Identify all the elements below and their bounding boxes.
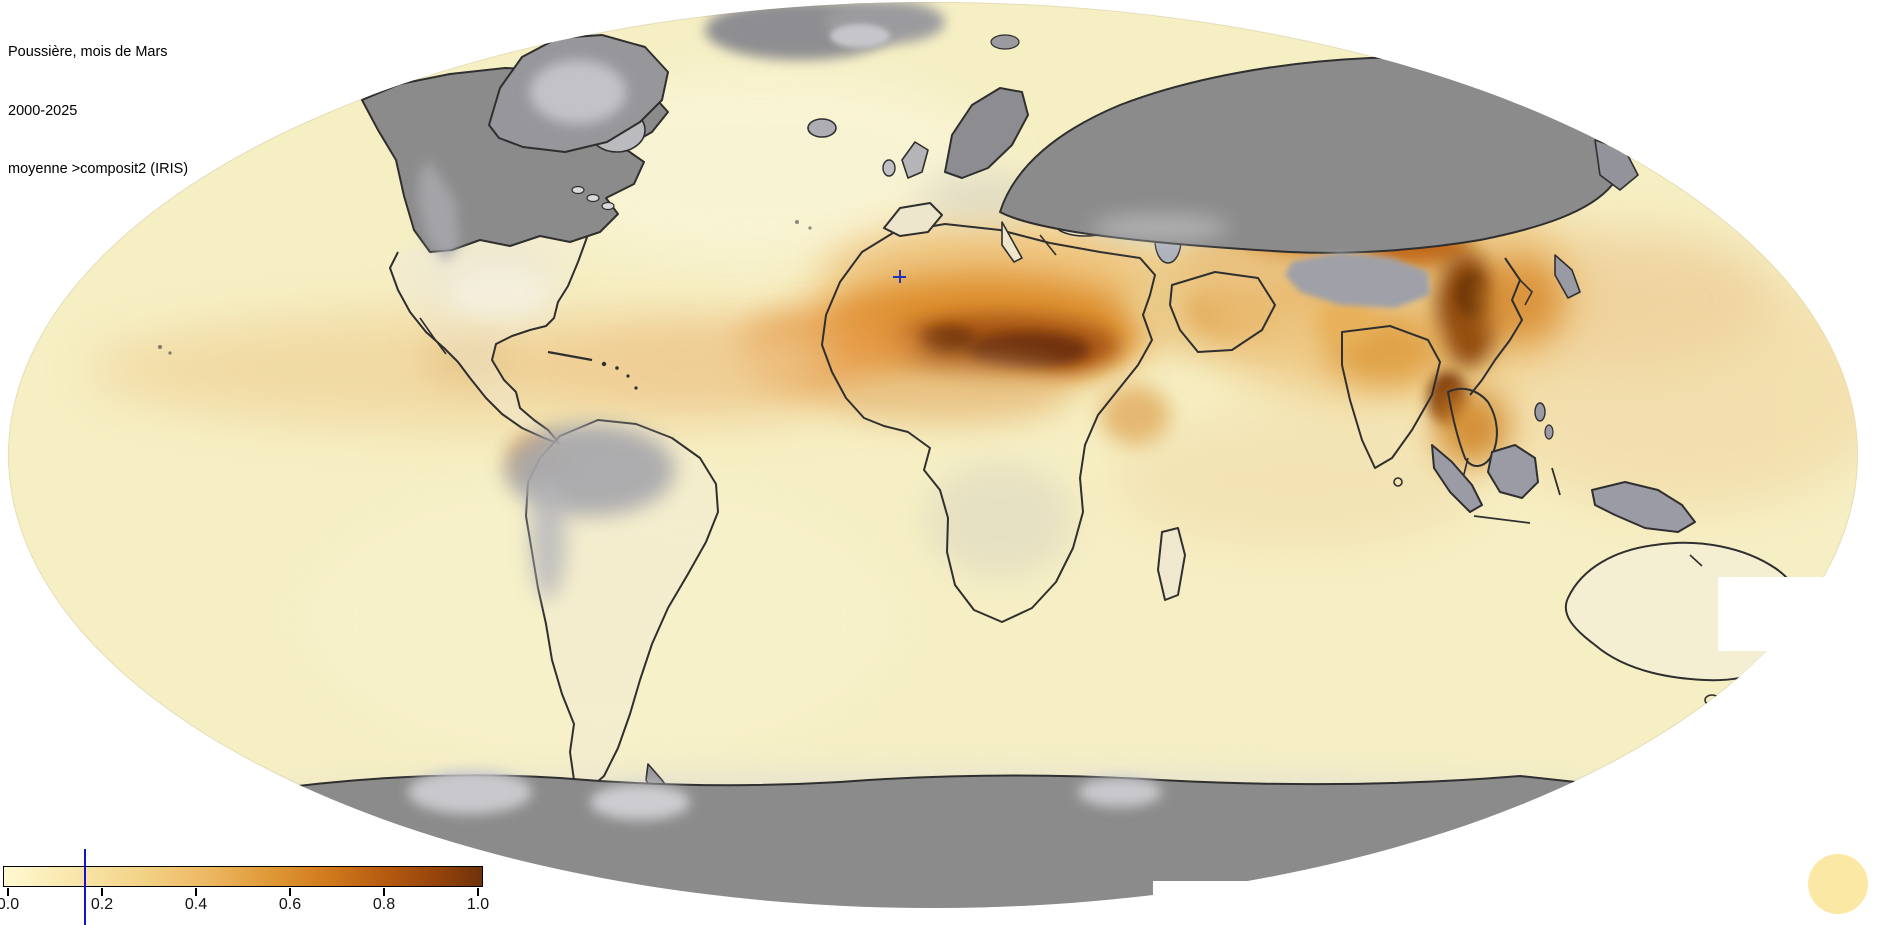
missing-tile-right <box>1718 577 1870 651</box>
colorbar-tick <box>383 888 385 896</box>
colorbar-tick <box>477 888 479 896</box>
missing-tile-bottom <box>1153 881 1573 925</box>
colorbar-tick <box>289 888 291 896</box>
map-globe <box>8 2 1858 908</box>
colorbar-tick-label: 0.0 <box>0 896 20 913</box>
colorbar: 0.0 0.2 0.4 0.6 0.8 1.0 <box>0 840 520 925</box>
colorbar-tick <box>7 888 9 896</box>
colorbar-tick-label: 0.8 <box>372 896 396 913</box>
colorbar-gradient <box>3 866 483 887</box>
colorbar-tick-label: 1.0 <box>466 896 490 913</box>
map-title: Poussière, mois de Mars 2000-2025 moyenn… <box>8 4 188 199</box>
colorbar-tick-label: 0.2 <box>90 896 114 913</box>
title-line-1: Poussière, mois de Mars <box>8 44 168 60</box>
title-line-3: moyenne >composit2 (IRIS) <box>8 161 189 177</box>
colorbar-tick <box>195 888 197 896</box>
colorbar-tick-label: 0.4 <box>184 896 208 913</box>
colorbar-value-marker <box>84 849 86 925</box>
colorbar-tick-label: 0.6 <box>278 896 302 913</box>
title-line-2: 2000-2025 <box>8 102 78 119</box>
corner-dot-indicator <box>1808 854 1868 914</box>
colorbar-tick <box>101 888 103 896</box>
map-cursor-plus-icon <box>893 270 906 283</box>
